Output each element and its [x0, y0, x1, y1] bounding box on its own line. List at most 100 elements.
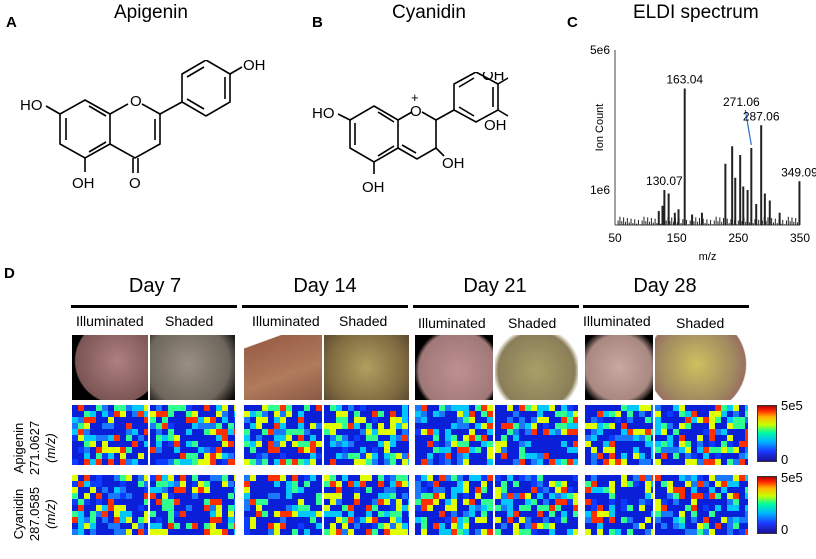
heatmap-pixel: [396, 435, 402, 441]
heatmap-pixel: [469, 499, 475, 505]
heatmap-pixel: [120, 411, 126, 417]
heatmap-pixel: [316, 523, 322, 529]
heatmap-pixel: [709, 429, 715, 435]
heatmap-pixel: [451, 493, 457, 499]
heatmap-pixel: [96, 405, 102, 411]
heatmap-pixel: [573, 423, 578, 429]
heatmap-pixel: [390, 429, 396, 435]
heatmap-pixel: [396, 417, 402, 423]
heatmap-pixel: [274, 481, 280, 487]
heatmap-pixel: [597, 417, 603, 423]
heatmap-pixel: [697, 493, 703, 499]
heatmap-pixel: [415, 405, 421, 411]
heatmap-pixel: [415, 411, 421, 417]
heatmap-pixel: [180, 405, 186, 411]
heatmap-pixel: [102, 447, 108, 453]
heatmap-pixel: [609, 411, 615, 417]
heatmap-pixel: [451, 523, 457, 529]
heatmap-pixel: [445, 459, 451, 465]
heatmap-pixel: [733, 423, 739, 429]
heatmap-pixel: [519, 505, 525, 511]
heatmap-pixel: [703, 493, 709, 499]
heatmap-pixel: [72, 435, 78, 441]
heatmap-pixel: [585, 435, 591, 441]
heatmap-pixel: [336, 453, 342, 459]
heatmap-pixel: [697, 481, 703, 487]
heatmap-pixel: [120, 459, 126, 465]
heatmap-pixel: [561, 429, 567, 435]
panel-d-letter: D: [4, 265, 15, 282]
heatmap-pixel: [421, 523, 427, 529]
peak-label: 163.04: [666, 73, 703, 87]
heatmap-pixel: [216, 447, 222, 453]
heatmap-pixel: [114, 523, 120, 529]
heatmap-pixel: [531, 487, 537, 493]
heatmap-pixel: [691, 493, 697, 499]
heatmap-pixel: [549, 523, 555, 529]
heatmap-pixel: [679, 517, 685, 523]
heatmap-pixel: [174, 405, 180, 411]
heatmap-pixel: [609, 499, 615, 505]
heatmap-pixel: [316, 453, 322, 459]
heatmap-pixel: [390, 411, 396, 417]
heatmap-pixel: [603, 447, 609, 453]
heatmap-pixel: [451, 423, 457, 429]
heatmap-pixel: [597, 517, 603, 523]
heatmap-pixel: [330, 435, 336, 441]
heatmap-tile: [585, 405, 653, 465]
heatmap-pixel: [537, 481, 543, 487]
panel-c-title: ELDI spectrum: [633, 2, 759, 23]
heatmap-pixel: [421, 411, 427, 417]
heatmap-pixel: [609, 517, 615, 523]
heatmap-pixel: [627, 417, 633, 423]
heatmap-pixel: [513, 411, 519, 417]
heatmap-pixel: [316, 423, 322, 429]
heatmap-pixel: [507, 429, 513, 435]
heatmap-pixel: [298, 487, 304, 493]
heatmap-pixel: [96, 453, 102, 459]
heatmap-pixel: [384, 511, 390, 517]
heatmap-pixel: [186, 405, 192, 411]
heatmap-pixel: [390, 523, 396, 529]
heatmap-pixel: [513, 481, 519, 487]
heatmap-tile: [324, 405, 409, 465]
heatmap-pixel: [168, 517, 174, 523]
heatmap-pixel: [372, 411, 378, 417]
heatmap-pixel: [396, 523, 402, 529]
heatmap-pixel: [651, 493, 653, 499]
heatmap-pixel: [645, 487, 651, 493]
heatmap-pixel: [90, 529, 96, 535]
heatmap-pixel: [475, 447, 481, 453]
heatmap-pixel: [396, 511, 402, 517]
heatmap-pixel: [72, 511, 78, 517]
heatmap-pixel: [274, 423, 280, 429]
heatmap-pixel: [487, 405, 493, 411]
heatmap-pixel: [298, 417, 304, 423]
row-cyanidin-name: Cyanidin: [11, 488, 26, 540]
heatmap-pixel: [168, 459, 174, 465]
heatmap-pixel: [703, 417, 709, 423]
heatmap-pixel: [703, 447, 709, 453]
heatmap-pixel: [525, 523, 531, 529]
heatmap-pixel: [204, 447, 210, 453]
heatmap-pixel: [519, 441, 525, 447]
heatmap-pixel: [210, 511, 216, 517]
heatmap-pixel: [78, 505, 84, 511]
heatmap-pixel: [156, 405, 162, 411]
heatmap-pixel: [298, 459, 304, 465]
heatmap-pixel: [216, 499, 222, 505]
heatmap-pixel: [733, 505, 739, 511]
heatmap-pixel: [396, 453, 402, 459]
heatmap-pixel: [709, 417, 715, 423]
heatmap-pixel: [531, 481, 537, 487]
heatmap-pixel: [481, 475, 487, 481]
heatmap-pixel: [204, 505, 210, 511]
heatmap-pixel: [168, 493, 174, 499]
heatmap-pixel: [84, 523, 90, 529]
heatmap-pixel: [633, 475, 639, 481]
heatmap-pixel: [138, 453, 144, 459]
heatmap-pixel: [192, 441, 198, 447]
heatmap-pixel: [445, 429, 451, 435]
heatmap-pixel: [126, 429, 132, 435]
heatmap-pixel: [691, 511, 697, 517]
